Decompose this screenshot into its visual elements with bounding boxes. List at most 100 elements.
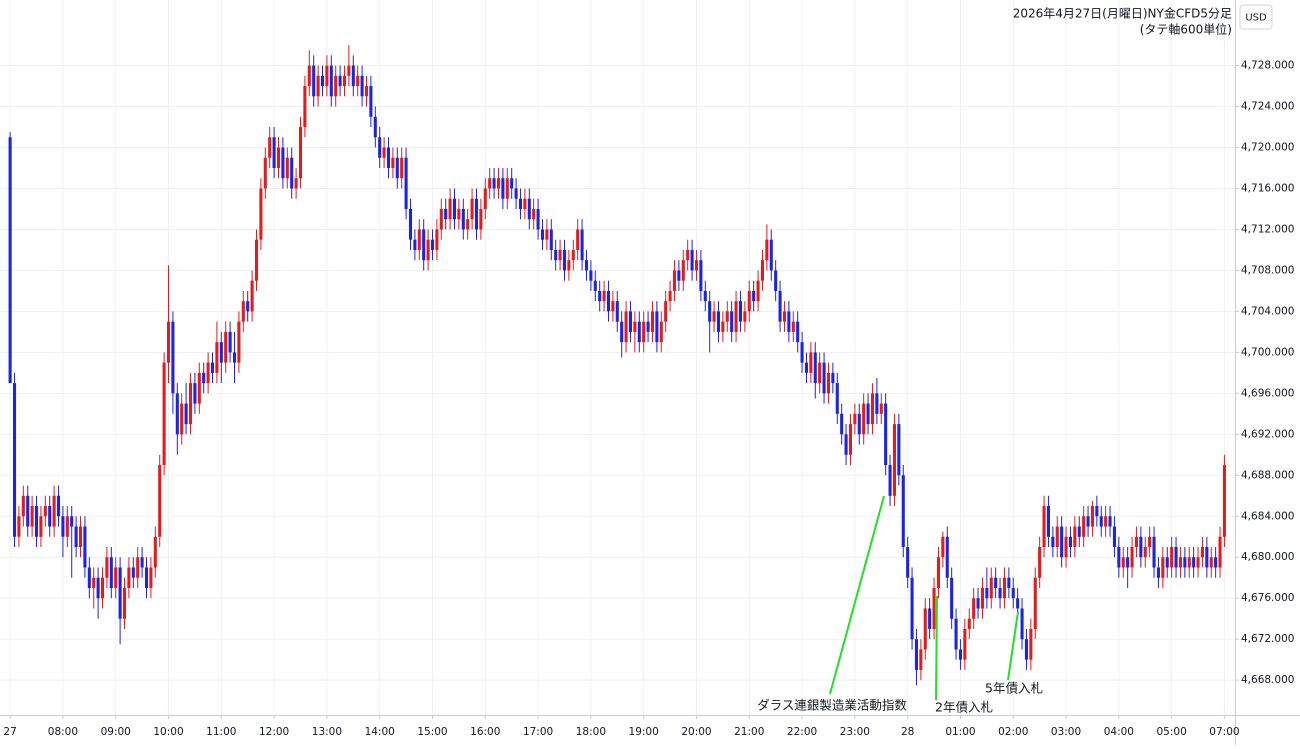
candle-body xyxy=(404,157,408,209)
candle-body xyxy=(52,495,56,527)
candle-body xyxy=(910,577,914,640)
candle-body xyxy=(320,75,325,87)
candle-body xyxy=(452,198,457,220)
candle-body xyxy=(466,219,470,230)
candle-body xyxy=(804,362,809,373)
candle-body xyxy=(1073,526,1077,548)
candle-body xyxy=(633,321,637,332)
annotation-label: 5年債入札 xyxy=(985,681,1043,696)
candle-body xyxy=(1134,536,1138,548)
candle-body xyxy=(866,403,870,425)
candle-body xyxy=(536,208,540,230)
candle-body xyxy=(444,208,448,220)
candle-body xyxy=(272,137,276,168)
y-tick-label: 4,668.000 xyxy=(1241,674,1294,686)
candle-body xyxy=(540,229,545,240)
candle-body xyxy=(224,331,228,363)
candle-body xyxy=(752,290,756,302)
candle-body xyxy=(822,362,826,394)
annotations: ダラス連銀製造業活動指数 2年債入札 5年債入札 xyxy=(757,495,1043,715)
candle-body xyxy=(989,577,993,599)
x-tick-label: 01:00 xyxy=(945,726,975,738)
candle-body xyxy=(492,178,496,189)
candle-body xyxy=(316,75,320,97)
candle-body xyxy=(1029,628,1033,660)
candle-body xyxy=(584,260,589,271)
candle-body xyxy=(976,598,980,609)
candle-body xyxy=(83,526,87,568)
x-tick-label: 09:00 xyxy=(101,726,131,738)
y-tick-label: 4,724.000 xyxy=(1241,101,1294,113)
y-tick-label: 4,684.000 xyxy=(1241,510,1294,522)
candle-body xyxy=(378,137,382,158)
candle-body xyxy=(105,557,109,578)
candle-body xyxy=(149,567,153,588)
candle-body xyxy=(206,362,210,384)
candle-body xyxy=(12,383,17,537)
candle-body xyxy=(439,208,443,230)
candle-body xyxy=(558,249,562,261)
candle-body xyxy=(1099,516,1103,527)
currency-box[interactable] xyxy=(1239,4,1273,30)
candle-body xyxy=(347,65,351,76)
candle-body xyxy=(642,321,646,343)
y-tick-label: 4,720.000 xyxy=(1241,142,1294,154)
candle-body xyxy=(840,413,844,435)
candle-body xyxy=(567,260,571,271)
candle-body xyxy=(1209,557,1213,568)
candle-body xyxy=(655,311,659,343)
x-tick-label: 21:00 xyxy=(734,726,764,738)
candle-body xyxy=(241,301,245,322)
candle-body xyxy=(901,475,905,548)
candle-body xyxy=(936,557,940,588)
candle-body xyxy=(1148,536,1152,548)
candle-body xyxy=(906,547,910,578)
candle-body xyxy=(131,567,135,578)
candle-body xyxy=(606,290,611,312)
candle-body xyxy=(1033,577,1037,629)
y-tick-label: 4,696.000 xyxy=(1241,387,1294,399)
candle-body xyxy=(1042,506,1046,548)
candle-body xyxy=(826,372,831,394)
candle-body xyxy=(140,557,144,568)
candle-body xyxy=(884,403,888,466)
candle-body xyxy=(461,208,465,230)
candle-body xyxy=(391,157,395,168)
candle-body xyxy=(1130,547,1134,568)
currency-label[interactable]: USD xyxy=(1245,13,1267,24)
candle-body xyxy=(210,362,215,373)
candle-body xyxy=(92,577,96,588)
candle-body xyxy=(382,147,386,158)
candle-body xyxy=(628,311,633,332)
candle-body xyxy=(844,434,848,455)
candle-body xyxy=(268,137,272,158)
x-tick-label: 12:00 xyxy=(259,726,289,738)
candle-body xyxy=(681,260,685,281)
candle-body xyxy=(87,567,91,588)
candle-body xyxy=(549,229,553,250)
candle-body xyxy=(510,178,514,189)
candle-body xyxy=(857,413,861,435)
candle-body xyxy=(78,526,83,548)
candle-body xyxy=(61,516,65,537)
candle-body xyxy=(162,362,166,466)
candle-body xyxy=(136,557,140,578)
candle-body xyxy=(774,270,778,291)
chart-title: 2026年4月27日(月曜日)NY金CFD5分足 xyxy=(1013,6,1232,21)
candle-body xyxy=(914,639,919,670)
candle-body xyxy=(364,86,369,97)
candle-body xyxy=(351,65,355,87)
x-tick-label: 19:00 xyxy=(629,726,659,738)
x-tick-label: 14:00 xyxy=(365,726,395,738)
x-tick-label: 08:00 xyxy=(48,726,78,738)
candle-body xyxy=(356,75,360,87)
candle-body xyxy=(1165,557,1169,568)
candle-body xyxy=(514,188,518,199)
candle-body xyxy=(848,424,853,455)
candle-body xyxy=(694,260,699,271)
candle-body xyxy=(360,75,364,97)
candle-body xyxy=(888,465,892,496)
chart-subtitle: (タテ軸600単位) xyxy=(1140,22,1232,37)
candle-body xyxy=(765,239,769,261)
candle-body xyxy=(426,239,430,261)
